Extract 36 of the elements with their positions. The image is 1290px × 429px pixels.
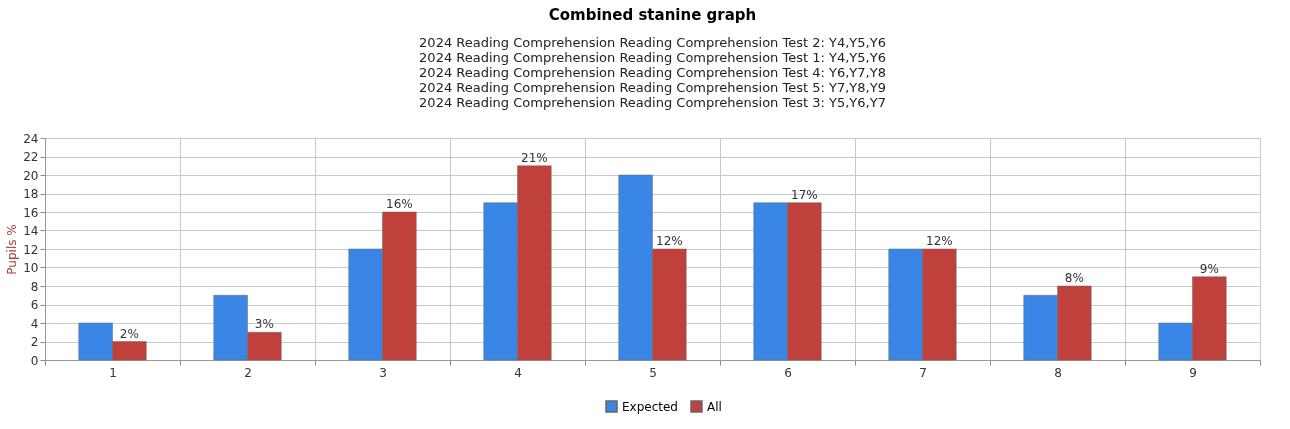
y-tick-label: 6 (30, 298, 39, 312)
x-tick-label: 9 (1189, 365, 1197, 380)
data-label: 9% (1199, 261, 1219, 276)
y-tick-label: 2 (30, 335, 39, 349)
x-tick-label: 5 (649, 365, 657, 380)
data-label: 12% (656, 234, 683, 248)
y-tick-label: 12 (23, 242, 39, 257)
data-label: 21% (521, 150, 548, 165)
legend-label: Expected (622, 399, 678, 414)
y-tick-label: 8 (30, 279, 39, 294)
y-tick-label: 0 (30, 353, 39, 368)
y-tick-label: 24 (23, 131, 39, 146)
x-tick-label: 4 (514, 365, 522, 380)
y-tick-label: 18 (23, 187, 39, 201)
x-tick-label: 3 (379, 365, 387, 380)
chart-subtitle: 2024 Reading Comprehension Reading Comprehension Test 2: Y4,Y5,Y6 2024 Reading Comprehension Reading Comprehension Test 1: Y4,Y5,Y6 2024 Reading Comprehension Reading Comprehension Test 4: Y6,Y7,Y8 2024 Reading Comprehension Reading Comprehension Test 5: Y7,Y8,Y9 2024 Reading Comprehension Reading Comprehension Test 3: Y5,Y6,Y7 (419, 35, 886, 110)
y-tick-label: 4 (30, 316, 39, 331)
x-tick-label: 6 (784, 365, 792, 380)
y-axis-title: Pupils % (5, 224, 20, 275)
data-label: 2% (119, 326, 139, 341)
legend-label: All (707, 399, 722, 414)
y-tick-label: 20 (23, 168, 39, 183)
data-label: 12% (926, 234, 953, 248)
x-tick-label: 1 (109, 365, 117, 380)
data-label: 3% (254, 317, 274, 332)
y-tick-label: 22 (23, 150, 39, 164)
x-tick-label: 2 (244, 365, 252, 380)
chart-title: Combined stanine graph (548, 6, 757, 24)
y-tick-label: 14 (23, 224, 39, 238)
data-label: 16% (386, 197, 413, 211)
y-tick-label: 10 (23, 261, 39, 275)
x-tick-label: 7 (919, 365, 927, 380)
x-tick-label: 8 (1054, 365, 1062, 380)
data-label: 8% (1064, 271, 1084, 285)
data-label: 17% (791, 187, 818, 202)
y-tick-label: 16 (23, 205, 39, 220)
